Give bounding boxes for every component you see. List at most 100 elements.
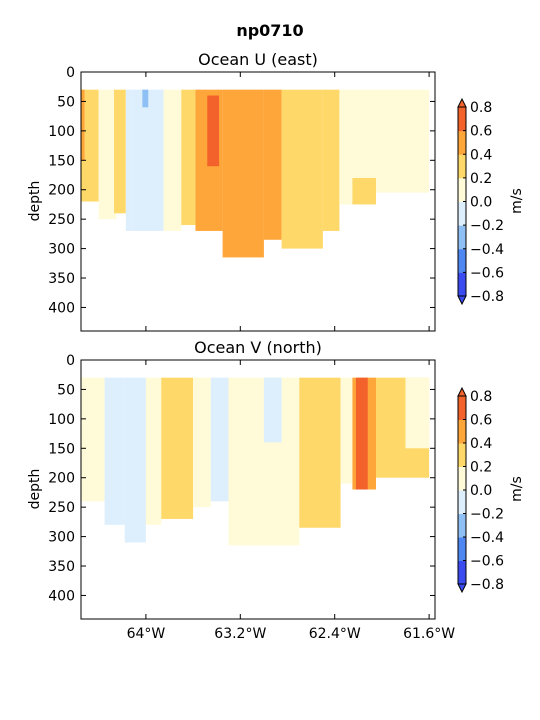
contour-region bbox=[81, 89, 85, 161]
y-tick-label: 50 bbox=[57, 382, 75, 398]
colorbar-tick-label: 0.4 bbox=[470, 147, 492, 163]
colorbar-tick-label: −0.4 bbox=[470, 242, 504, 258]
contour-region bbox=[81, 89, 99, 202]
x-tick-label: 64°W bbox=[127, 626, 166, 642]
colorbar-tick-label: −0.6 bbox=[470, 554, 504, 570]
contour-region bbox=[161, 377, 194, 519]
contour-region bbox=[222, 89, 264, 258]
colorbar-tick-label: −0.8 bbox=[470, 289, 504, 305]
colorbar-segment bbox=[458, 537, 466, 561]
colorbar-segment bbox=[458, 466, 466, 491]
colorbar-tick-label: 0.2 bbox=[470, 171, 492, 187]
y-tick-label: 50 bbox=[57, 94, 75, 110]
contour-region bbox=[125, 89, 132, 231]
y-tick-label: 250 bbox=[48, 212, 75, 228]
colorbar: −0.8 −0.6 −0.4 −0.2 0.0 0.2 0.4 0.6 0.8 bbox=[457, 386, 504, 594]
y-tick-label: 200 bbox=[48, 471, 75, 487]
contour-region bbox=[181, 89, 196, 226]
contour-region bbox=[355, 377, 368, 490]
figure-suptitle: np0710 bbox=[236, 21, 303, 40]
y-tick-label: 350 bbox=[48, 271, 75, 287]
panel-title: Ocean U (east) bbox=[198, 50, 318, 69]
colorbar-tick-label: 0.2 bbox=[470, 460, 492, 476]
contour-region bbox=[104, 377, 125, 525]
contour-region bbox=[145, 377, 162, 525]
panel-title: Ocean V (north) bbox=[194, 338, 322, 357]
y-tick-label: 100 bbox=[48, 124, 75, 140]
contour-region bbox=[281, 89, 323, 249]
panel-ocean-v: Ocean V (north) depth 0 50 100 150 200 250 300… bbox=[27, 338, 525, 642]
y-axis-label: depth bbox=[27, 469, 43, 510]
contour-region bbox=[131, 89, 164, 231]
colorbar-tick-label: −0.6 bbox=[470, 265, 504, 281]
contour-region bbox=[299, 377, 341, 528]
contour-region bbox=[81, 377, 105, 502]
colorbar-tick-label: 0.6 bbox=[470, 413, 492, 429]
colorbar-label: m/s bbox=[509, 188, 525, 214]
contour-region bbox=[124, 377, 146, 543]
plot-frame bbox=[80, 71, 436, 332]
colorbar-tick-label: 0.8 bbox=[470, 389, 492, 405]
contour-fills bbox=[81, 89, 430, 258]
contour-region bbox=[142, 89, 149, 108]
contour-region bbox=[193, 377, 211, 508]
y-tick-label: 200 bbox=[48, 183, 75, 199]
colorbar-segment bbox=[458, 490, 466, 514]
colorbar-tick-label: −0.2 bbox=[470, 507, 504, 523]
y-tick-label: 0 bbox=[66, 65, 75, 81]
y-tick-label: 300 bbox=[48, 530, 75, 546]
plot-area: 0 50 100 150 200 250 300 350 400 bbox=[48, 65, 436, 332]
contour-region bbox=[207, 95, 220, 167]
y-tick-label: 400 bbox=[48, 588, 75, 604]
y-axis-label: depth bbox=[27, 181, 43, 222]
contour-region bbox=[263, 377, 282, 443]
x-tick-label: 62.4°W bbox=[309, 626, 361, 642]
colorbar-segment bbox=[458, 419, 466, 444]
colorbar-tick-label: −0.2 bbox=[470, 218, 504, 234]
y-tick-label: 350 bbox=[48, 559, 75, 575]
contour-region bbox=[98, 89, 117, 220]
colorbar-tick-label: 0.4 bbox=[470, 436, 492, 452]
y-tick-label: 250 bbox=[48, 500, 75, 516]
colorbar-label: m/s bbox=[509, 476, 525, 502]
colorbar-tick-label: 0.6 bbox=[470, 124, 492, 140]
y-tick-label: 150 bbox=[48, 153, 75, 169]
colorbar-tick-label: −0.4 bbox=[470, 530, 504, 546]
colorbar-tick-label: 0.0 bbox=[470, 483, 492, 499]
panel-ocean-u: Ocean U (east) depth 0 50 100 150 200 250 300 3… bbox=[27, 50, 525, 332]
contour-region bbox=[340, 377, 353, 484]
contour-region bbox=[210, 377, 229, 502]
colorbar-segment bbox=[458, 154, 466, 179]
plot-frame bbox=[80, 359, 436, 620]
contour-region bbox=[405, 377, 430, 449]
contour-region bbox=[263, 89, 282, 240]
colorbar-segment bbox=[458, 248, 466, 273]
colorbar-segment bbox=[458, 443, 466, 467]
colorbar-tick-label: 0.8 bbox=[470, 100, 492, 116]
colorbar-segment bbox=[458, 201, 466, 226]
contour-region bbox=[376, 89, 430, 193]
contour-region bbox=[163, 89, 182, 231]
contour-fills bbox=[81, 377, 430, 546]
colorbar-tick-label: 0.0 bbox=[470, 195, 492, 211]
y-tick-label: 150 bbox=[48, 441, 75, 457]
colorbar-segment bbox=[458, 560, 466, 585]
contour-region bbox=[114, 89, 126, 214]
x-tick-label: 63.2°W bbox=[214, 626, 266, 642]
y-tick-label: 400 bbox=[48, 300, 75, 316]
colorbar-tick-label: −0.8 bbox=[470, 577, 504, 593]
colorbar-segment bbox=[458, 272, 466, 297]
colorbar-segment bbox=[458, 396, 466, 420]
colorbar-segment bbox=[458, 513, 466, 538]
y-tick-label: 0 bbox=[66, 353, 75, 369]
x-tick-label: 61.6°W bbox=[403, 626, 455, 642]
colorbar-segment bbox=[458, 225, 466, 250]
colorbar-segment bbox=[458, 107, 466, 132]
y-tick-label: 100 bbox=[48, 412, 75, 428]
colorbar-segment bbox=[458, 177, 466, 202]
colorbar: −0.8 −0.6 −0.4 −0.2 0.0 0.2 0.4 0.6 0.8 bbox=[457, 97, 504, 306]
colorbar-segment bbox=[458, 130, 466, 155]
plot-area: 0 50 100 150 200 250 300 350 400 64°W 63.2°W 62.4°W… bbox=[48, 353, 455, 642]
y-tick-label: 300 bbox=[48, 242, 75, 258]
